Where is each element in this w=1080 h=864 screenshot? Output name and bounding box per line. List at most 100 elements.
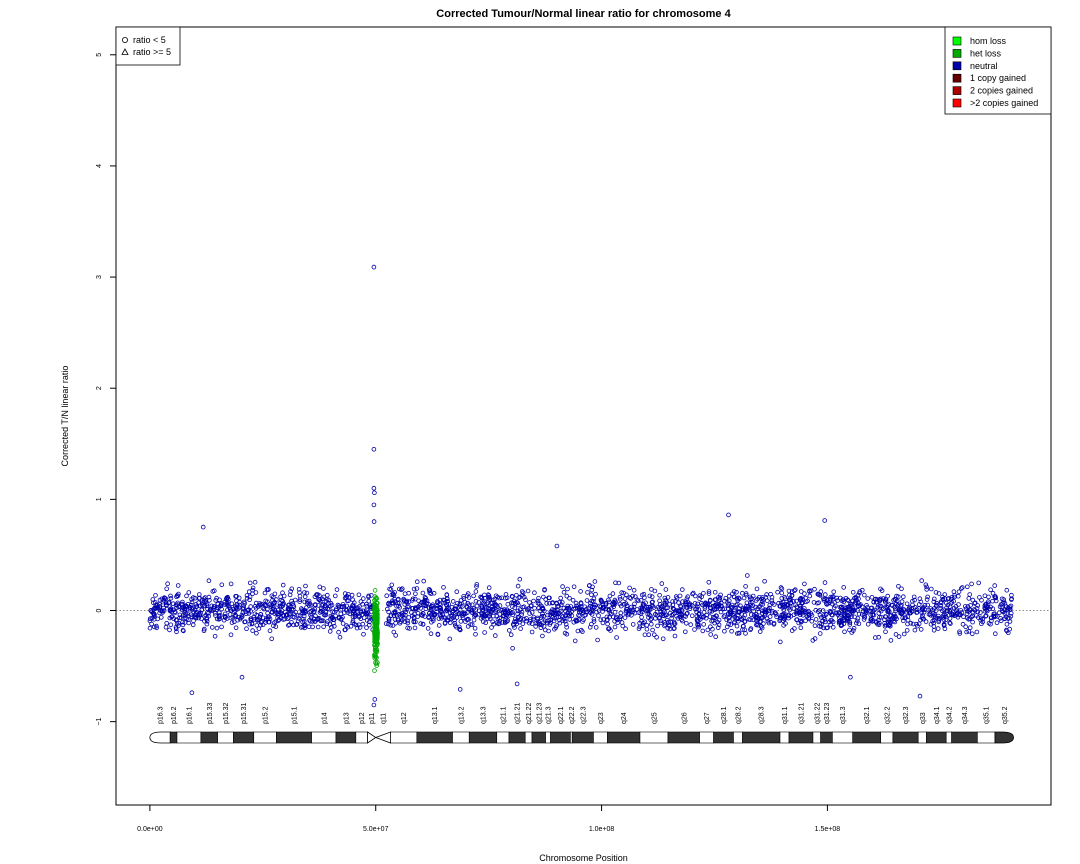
- data-point: [672, 621, 678, 626]
- data-point: [510, 645, 515, 651]
- data-point: [239, 612, 245, 618]
- data-point: [256, 626, 262, 631]
- data-point: [735, 618, 741, 624]
- data-point: [520, 590, 526, 596]
- data-point: [957, 631, 963, 636]
- data-point: [241, 599, 247, 605]
- data-point: [386, 616, 392, 621]
- data-point: [964, 584, 970, 590]
- data-point: [591, 619, 597, 624]
- data-point: [899, 609, 905, 615]
- data-point: [983, 613, 988, 619]
- data-point: [885, 617, 891, 622]
- data-point: [891, 597, 896, 603]
- data-point: [831, 589, 836, 595]
- data-point: [511, 598, 517, 604]
- data-point: [489, 604, 495, 609]
- data-point: [170, 614, 175, 619]
- data-point: [463, 619, 468, 624]
- data-point: [324, 592, 330, 598]
- data-point: [644, 626, 650, 632]
- data-point: [896, 602, 901, 608]
- data-point: [684, 611, 689, 616]
- ideogram-band: [571, 731, 594, 744]
- data-point: [464, 605, 470, 610]
- data-point: [502, 619, 508, 625]
- data-point: [667, 602, 672, 607]
- data-point: [302, 623, 308, 629]
- outlier-point: [372, 697, 378, 702]
- data-point: [173, 626, 179, 632]
- data-point: [418, 605, 424, 611]
- ideogram-band: [812, 731, 821, 744]
- data-point: [979, 597, 984, 603]
- data-point: [262, 590, 268, 596]
- data-point: [599, 599, 604, 604]
- data-point: [225, 594, 231, 600]
- data-point: [734, 589, 739, 595]
- data-point: [975, 603, 980, 608]
- data-point: [317, 584, 323, 590]
- data-point: [613, 599, 618, 604]
- data-point: [988, 587, 993, 593]
- data-point: [703, 600, 708, 606]
- data-point: [847, 627, 852, 633]
- outlier-point: [917, 693, 923, 699]
- data-point: [782, 603, 787, 608]
- data-point: [726, 598, 732, 604]
- data-point: [269, 636, 275, 642]
- data-point: [847, 612, 853, 618]
- data-point: [228, 581, 234, 587]
- data-point: [764, 592, 769, 597]
- data-point: [169, 614, 174, 620]
- data-point: [819, 621, 824, 627]
- data-point: [658, 620, 664, 626]
- band-label: q22.2: [569, 706, 576, 724]
- data-point: [759, 608, 765, 614]
- data-point: [432, 612, 438, 617]
- data-point: [839, 622, 845, 628]
- data-point: [465, 600, 471, 606]
- data-point: [670, 599, 675, 604]
- data-point: [984, 608, 990, 614]
- data-point: [688, 622, 693, 627]
- data-point: [730, 605, 735, 610]
- data-point: [278, 594, 283, 600]
- band-label: q31.3: [840, 706, 847, 724]
- data-point: [413, 591, 418, 597]
- shape-legend-label: ratio < 5: [133, 35, 166, 45]
- data-point: [957, 629, 962, 635]
- data-point: [513, 601, 518, 606]
- data-point: [308, 619, 313, 624]
- data-point: [606, 597, 611, 603]
- data-point: [583, 612, 588, 618]
- data-point: [1004, 628, 1010, 634]
- ideogram-band: [176, 731, 202, 744]
- data-point: [167, 608, 173, 614]
- data-point: [798, 625, 804, 630]
- data-point: [798, 589, 804, 594]
- data-point: [153, 606, 158, 611]
- data-point: [818, 624, 824, 629]
- ideogram-band: [892, 731, 919, 744]
- data-point: [632, 594, 638, 599]
- data-point: [922, 602, 928, 608]
- band-label: p15.1: [291, 706, 298, 724]
- data-point: [476, 611, 482, 617]
- data-point: [491, 621, 497, 627]
- data-point: [863, 607, 868, 613]
- band-label: p13: [343, 712, 350, 724]
- data-point: [358, 609, 364, 615]
- data-point: [330, 609, 336, 614]
- data-point: [585, 590, 590, 595]
- legend-swatch: [952, 61, 962, 71]
- data-point: [417, 603, 423, 608]
- data-point: [694, 618, 700, 624]
- data-point: [191, 618, 196, 624]
- data-point: [810, 638, 816, 643]
- data-point: [460, 615, 466, 621]
- data-point: [976, 580, 981, 586]
- data-point: [386, 609, 391, 615]
- data-point: [770, 600, 775, 606]
- data-point: [281, 617, 286, 622]
